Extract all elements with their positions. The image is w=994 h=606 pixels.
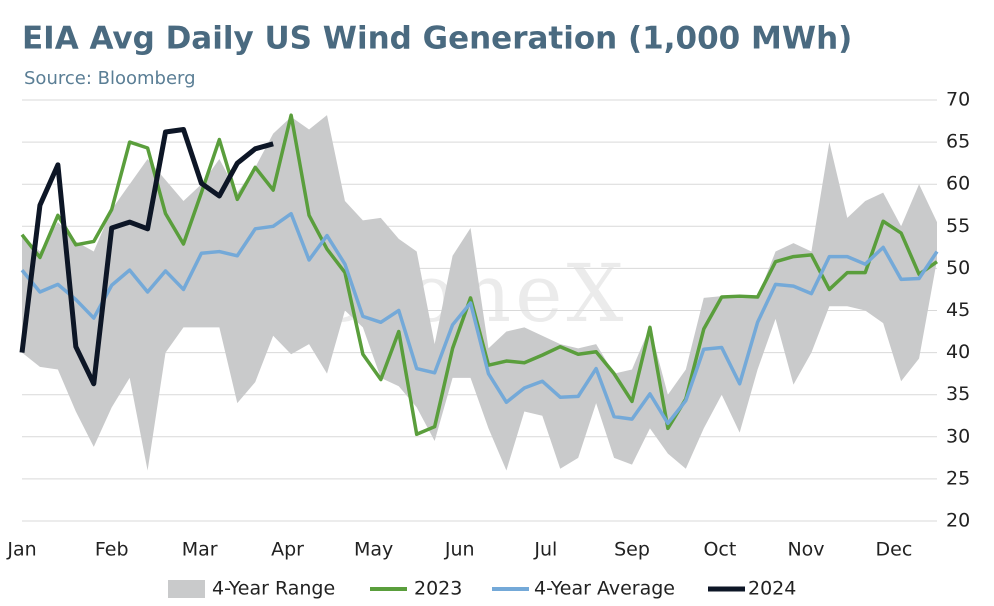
range-area xyxy=(22,115,937,471)
chart-title: EIA Avg Daily US Wind Generation (1,000 … xyxy=(22,21,852,57)
y-tick-label: 50 xyxy=(946,257,970,279)
x-tick-label: Nov xyxy=(787,539,824,561)
chart-subtitle: Source: Bloomberg xyxy=(24,68,196,89)
y-tick-label: 70 xyxy=(946,89,970,111)
x-tick-label: Mar xyxy=(182,539,218,561)
legend-label: 4-Year Average xyxy=(534,578,675,600)
x-tick-label: Sep xyxy=(614,539,650,561)
legend-label: 2023 xyxy=(414,578,462,600)
y-tick-label: 65 xyxy=(946,131,970,153)
line-series xyxy=(19,126,274,387)
y-tick-label: 40 xyxy=(946,341,970,363)
y-tick-label: 55 xyxy=(946,215,970,237)
legend-label: 2024 xyxy=(748,578,796,600)
y-tick-label: 25 xyxy=(946,467,970,489)
x-tick-label: Jun xyxy=(444,539,475,561)
y-tick-label: 60 xyxy=(946,173,970,195)
x-tick-label: Jan xyxy=(6,539,36,561)
y-tick-label: 35 xyxy=(946,383,970,405)
line-series xyxy=(20,211,939,426)
x-tick-label: May xyxy=(354,539,393,561)
x-tick-label: Apr xyxy=(271,539,304,561)
x-tick-label: Oct xyxy=(703,539,736,561)
legend-swatch xyxy=(168,580,205,598)
y-tick-label: 30 xyxy=(946,425,970,447)
y-tick-label: 45 xyxy=(946,299,970,321)
legend-label: 4-Year Range xyxy=(212,578,335,600)
x-tick-label: Jul xyxy=(533,539,557,561)
x-tick-label: Dec xyxy=(876,539,913,561)
x-tick-label: Feb xyxy=(95,539,129,561)
y-tick-label: 20 xyxy=(946,510,970,532)
